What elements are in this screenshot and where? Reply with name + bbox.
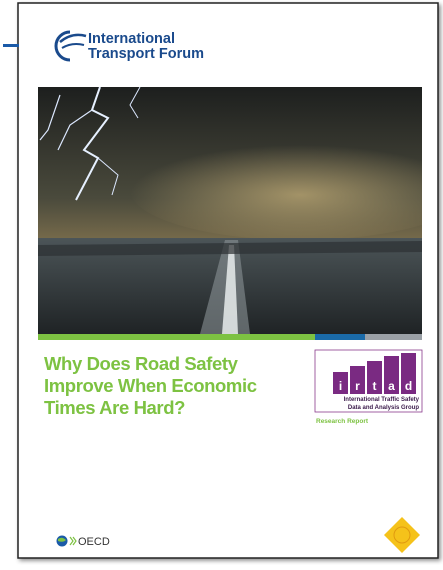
strip-green (38, 334, 315, 340)
page: {"header": {"org_line1": "International"… (0, 0, 443, 565)
badge-letter: d (405, 379, 412, 393)
badge-letter: r (355, 379, 360, 393)
badge-letter: a (388, 379, 395, 393)
cover-image (38, 87, 443, 334)
badge-subtitle: Data and Analysis Group (348, 405, 419, 411)
tab-marker (3, 44, 19, 47)
title-line: Why Does Road Safety (44, 353, 239, 374)
title-line: Times Are Hard? (44, 397, 185, 418)
badge-letter: i (339, 379, 342, 393)
title-line: Improve When Economic (44, 375, 257, 396)
strip-blue (315, 334, 365, 340)
org-name-line2: Transport Forum (88, 46, 204, 62)
publisher: OECD (78, 536, 110, 548)
badge-letter: t (373, 379, 377, 393)
badge-subtitle: International Traffic Safety (344, 397, 420, 403)
irtad-badge: i r t a d International Traffic Safety D… (315, 350, 422, 412)
cover: International Transport Forum Why Does R… (0, 0, 443, 565)
strip-grey (365, 334, 422, 340)
report-type: Research Report (316, 418, 369, 425)
org-name-line1: International (88, 31, 175, 47)
